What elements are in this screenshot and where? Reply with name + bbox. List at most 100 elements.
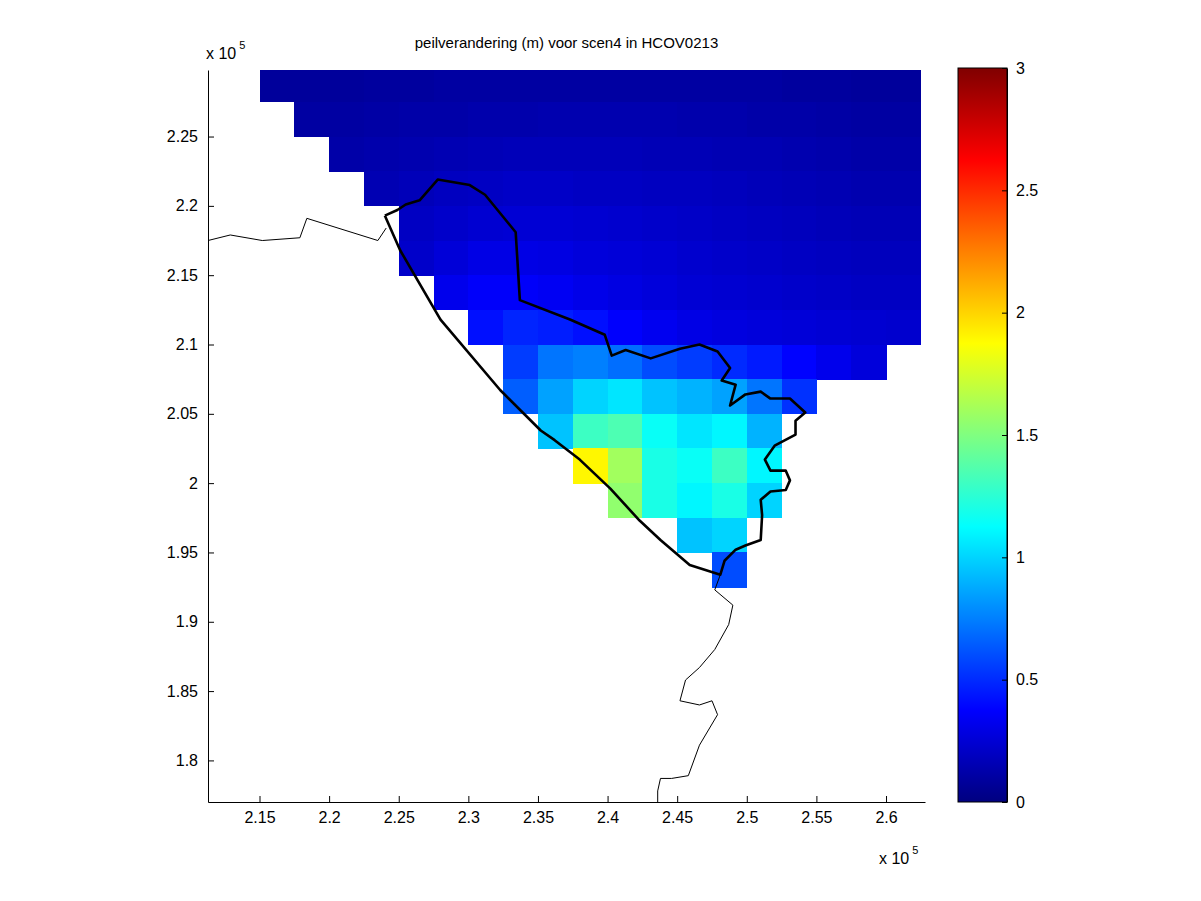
cell xyxy=(816,206,851,241)
cell xyxy=(747,310,782,345)
cell xyxy=(782,310,817,345)
cell xyxy=(573,102,608,137)
tick-label: 2.05 xyxy=(167,405,198,422)
cell xyxy=(608,137,643,172)
tick-mark xyxy=(208,275,214,276)
cell xyxy=(538,345,573,380)
cell xyxy=(538,102,573,137)
cell xyxy=(677,137,712,172)
tick-mark xyxy=(1002,557,1007,558)
cell xyxy=(608,171,643,206)
cell xyxy=(364,70,399,102)
tick-mark xyxy=(1002,680,1007,681)
cell xyxy=(747,102,782,137)
cell xyxy=(677,275,712,310)
cell xyxy=(851,102,886,137)
tick-label: 2.25 xyxy=(384,809,415,826)
cell xyxy=(886,206,921,241)
cell xyxy=(329,137,364,172)
cell xyxy=(573,414,608,449)
tick: 1.9 xyxy=(176,613,214,630)
cell xyxy=(677,70,712,102)
cell xyxy=(747,137,782,172)
tick-label: 1.5 xyxy=(1016,427,1038,444)
cell xyxy=(886,241,921,276)
chart: 2.152.22.252.32.352.42.452.52.552.61.81.… xyxy=(0,0,1201,901)
cell xyxy=(294,70,329,102)
cell xyxy=(816,275,851,310)
axis-multiplier: x 105 xyxy=(206,39,245,62)
cell xyxy=(712,241,747,276)
cell xyxy=(573,275,608,310)
axis-line xyxy=(209,802,926,803)
tick-mark xyxy=(747,796,748,802)
tick: 1.95 xyxy=(167,544,214,561)
tick-label: 0.5 xyxy=(1016,671,1038,688)
cell xyxy=(573,448,608,483)
cell xyxy=(816,171,851,206)
cell xyxy=(851,206,886,241)
tick: 2.55 xyxy=(801,796,832,826)
cell xyxy=(434,137,469,172)
tick: 2.1 xyxy=(176,336,214,353)
cell xyxy=(816,70,851,102)
cell xyxy=(886,310,921,345)
cell xyxy=(434,206,469,241)
plot-area xyxy=(208,70,921,802)
cell xyxy=(468,310,503,345)
cell xyxy=(816,310,851,345)
cell xyxy=(677,206,712,241)
cell xyxy=(434,171,469,206)
cell xyxy=(851,70,886,102)
cell xyxy=(747,379,782,414)
cell xyxy=(468,241,503,276)
cell xyxy=(886,275,921,310)
tick-label: 1.95 xyxy=(167,544,198,561)
cell xyxy=(851,137,886,172)
cell xyxy=(538,137,573,172)
tick-mark xyxy=(677,796,678,802)
cell xyxy=(782,379,817,414)
cell xyxy=(851,345,886,380)
tick: 1.5 xyxy=(1002,427,1038,444)
cell xyxy=(642,483,677,518)
cell xyxy=(886,70,921,102)
tick-label: 2.5 xyxy=(736,809,758,826)
cell xyxy=(677,414,712,449)
cell xyxy=(782,275,817,310)
tick-label: 2.15 xyxy=(244,809,275,826)
cell xyxy=(538,241,573,276)
cell xyxy=(712,137,747,172)
cell xyxy=(608,414,643,449)
tick-label: 2.5 xyxy=(1016,182,1038,199)
cell xyxy=(782,102,817,137)
cell xyxy=(886,137,921,172)
tick: 2.15 xyxy=(167,267,214,284)
tick-mark xyxy=(208,414,214,415)
tick-mark xyxy=(468,796,469,802)
cell xyxy=(816,241,851,276)
tick-mark xyxy=(208,622,214,623)
cell xyxy=(608,275,643,310)
cell xyxy=(712,102,747,137)
cell xyxy=(712,275,747,310)
cell xyxy=(677,102,712,137)
tick-mark xyxy=(208,483,214,484)
boundary-line xyxy=(385,180,805,575)
cell xyxy=(642,310,677,345)
cell xyxy=(642,206,677,241)
cell xyxy=(747,275,782,310)
tick: 2 xyxy=(1002,304,1025,321)
cell xyxy=(886,102,921,137)
cell xyxy=(712,310,747,345)
tick-mark xyxy=(208,552,214,553)
tick: 1.85 xyxy=(167,683,214,700)
tick-label: 2.15 xyxy=(167,267,198,284)
colorbar-frame xyxy=(958,68,1007,802)
cell xyxy=(573,137,608,172)
tick: 1 xyxy=(1002,549,1025,566)
cell xyxy=(851,310,886,345)
cell xyxy=(260,70,295,102)
cell xyxy=(642,379,677,414)
cell xyxy=(399,137,434,172)
